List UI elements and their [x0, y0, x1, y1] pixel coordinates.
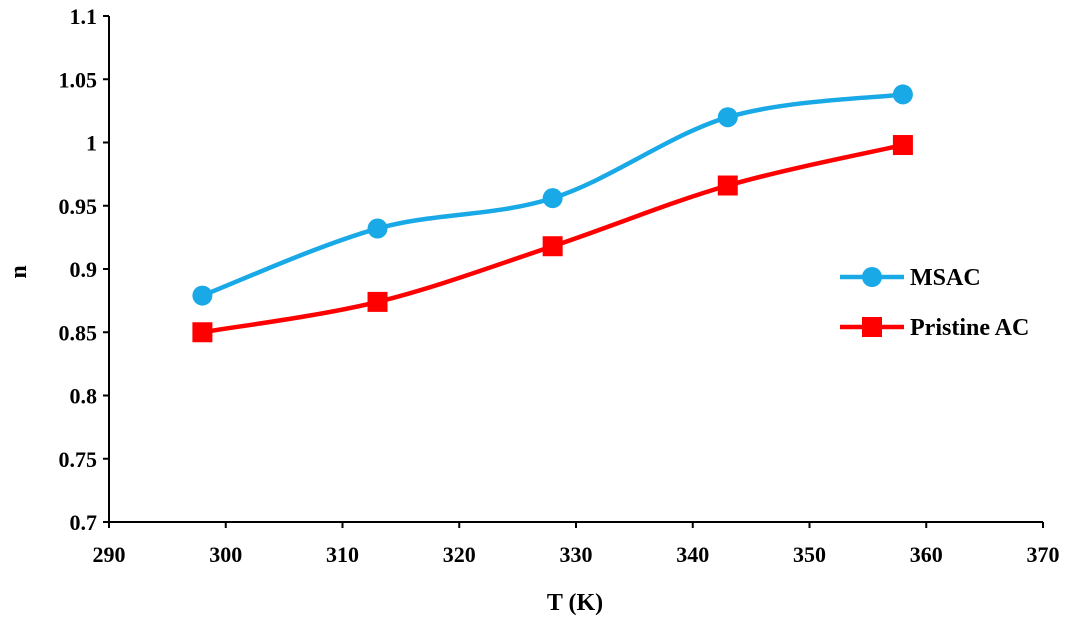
x-tick-label: 320 [443, 542, 476, 567]
y-tick-label: 1.05 [59, 67, 98, 92]
legend-marker [862, 267, 882, 287]
y-tick-label: 0.75 [59, 447, 98, 472]
axes [103, 15, 1044, 528]
x-tick-labels: 290 300 310 320 330 340 350 360 370 [93, 542, 1060, 567]
data-point-msac [542, 188, 563, 209]
x-tick-label: 360 [910, 542, 943, 567]
x-tick-label: 290 [93, 542, 126, 567]
legend-label: MSAC [910, 265, 981, 291]
legend-item-pristine-ac: Pristine AC [840, 315, 1029, 341]
legend-item-msac: MSAC [840, 265, 981, 291]
x-tick-label: 370 [1027, 542, 1060, 567]
y-tick-label: 1 [86, 131, 97, 156]
data-point-msac [892, 84, 913, 105]
x-tick-label: 350 [793, 542, 826, 567]
y-tick-labels: 0.7 0.75 0.8 0.85 0.9 0.95 1 1.05 1.1 [59, 4, 98, 535]
data-point-pristine-ac [367, 291, 388, 312]
data-point-msac [717, 107, 738, 128]
x-axis-title: T (K) [547, 590, 603, 616]
data-point-msac [192, 285, 213, 306]
x-tick-label: 340 [676, 542, 709, 567]
data-point-pristine-ac [542, 236, 563, 257]
y-tick-label: 0.85 [59, 320, 98, 345]
data-point-msac [367, 218, 388, 239]
x-tick-label: 300 [209, 542, 242, 567]
y-tick-label: 1.1 [70, 4, 98, 29]
y-tick-label: 0.7 [70, 510, 98, 535]
data-point-pristine-ac [892, 135, 913, 156]
data-point-pristine-ac [717, 175, 738, 196]
x-tick-label: 330 [560, 542, 593, 567]
series-layer [192, 84, 913, 343]
legend: MSAC Pristine AC [840, 265, 1029, 341]
y-tick-label: 0.95 [59, 194, 98, 219]
legend-marker [862, 317, 882, 337]
legend-label: Pristine AC [910, 315, 1029, 341]
y-axis-title: n [6, 265, 32, 278]
x-tick-label: 310 [326, 542, 359, 567]
y-tick-label: 0.9 [70, 257, 98, 282]
y-tick-label: 0.8 [70, 384, 98, 409]
data-point-pristine-ac [192, 322, 213, 343]
